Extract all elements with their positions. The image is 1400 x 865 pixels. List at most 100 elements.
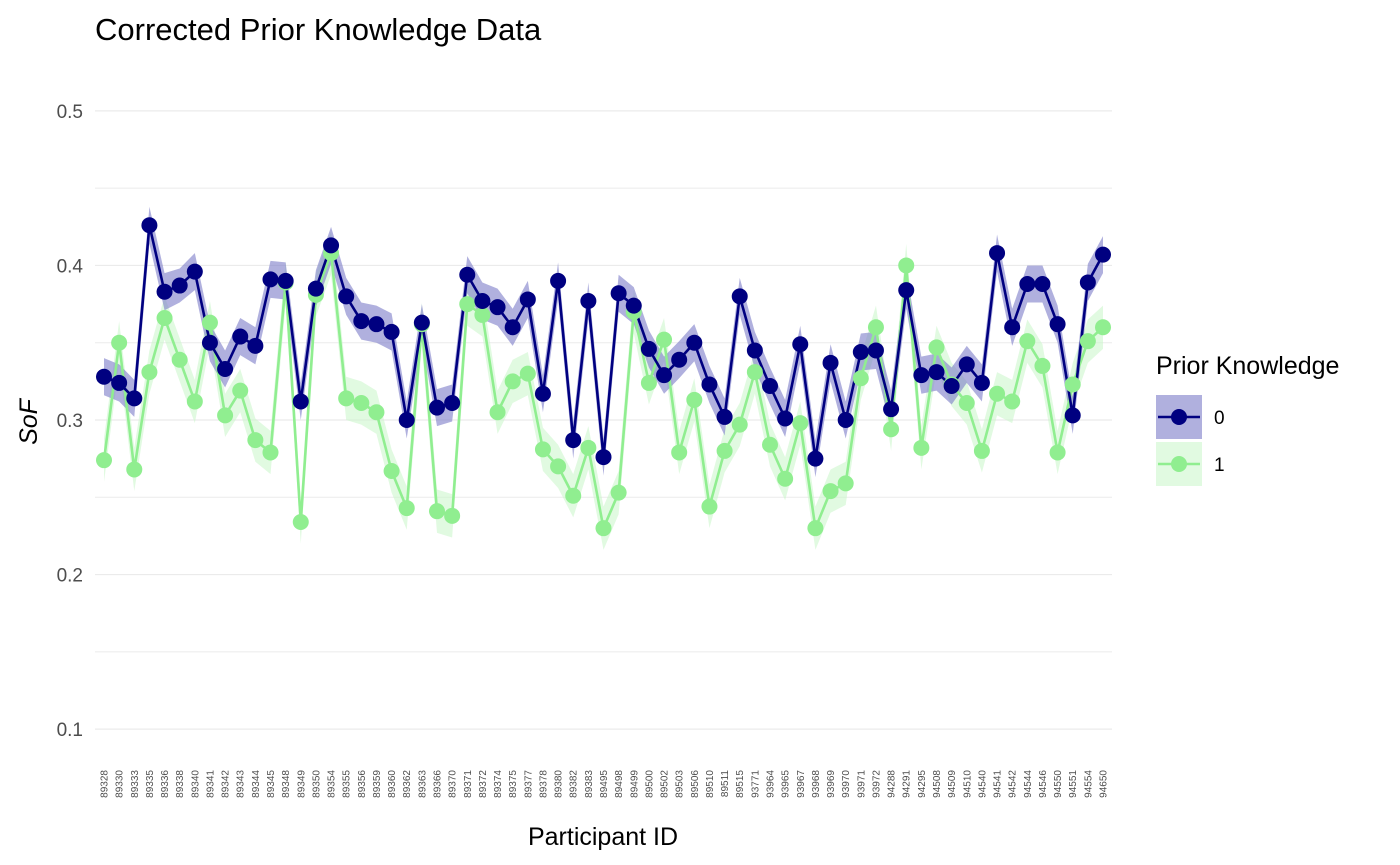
point-series-0 [1004,319,1021,336]
point-series-0 [353,313,370,330]
y-tick-label: 0.4 [57,256,84,277]
point-series-0 [928,364,945,381]
point-series-0 [156,283,173,300]
point-series-0 [217,361,234,377]
point-series-0 [958,356,975,373]
point-series-1 [550,458,567,475]
point-series-1 [126,461,143,478]
x-tick-label: 89370 [448,770,459,798]
x-tick-label: 94542 [1008,770,1019,798]
x-tick-label: 89349 [296,770,307,798]
point-series-0 [201,334,218,351]
point-series-0 [474,293,491,309]
point-series-1 [474,306,491,323]
point-series-1 [958,395,975,411]
x-tick-label: 89362 [402,770,413,798]
point-series-0 [459,266,476,283]
point-series-0 [141,217,158,234]
point-series-0 [1034,276,1051,292]
x-tick-label: 93964 [766,770,777,798]
point-series-0 [731,288,748,305]
point-series-0 [625,297,642,314]
point-series-1 [928,339,945,356]
x-tick-label: 94541 [993,770,1004,798]
point-series-0 [565,432,582,449]
point-series-1 [777,470,794,487]
point-series-1 [989,385,1006,402]
x-tick-label: 89511 [720,770,731,798]
point-series-0 [323,237,340,254]
point-series-1 [565,487,582,504]
point-series-0 [292,393,309,410]
legend-label: 0 [1214,408,1225,429]
point-series-1 [883,421,900,438]
x-tick-label: 93771 [750,770,761,798]
point-series-1 [837,475,854,492]
point-series-0 [429,399,445,416]
point-series-0 [504,319,521,336]
point-series-1 [186,393,203,410]
point-series-1 [686,391,703,408]
point-series-0 [171,277,188,294]
point-series-1 [353,395,370,411]
y-tick-label: 0.5 [57,102,83,123]
x-tick-label: 89333 [130,770,141,798]
point-series-0 [807,450,824,467]
x-tick-label: 89342 [221,770,232,798]
point-series-1 [898,257,915,274]
legend-key-point [1171,409,1187,425]
point-series-0 [701,376,718,393]
point-series-0 [186,263,203,280]
x-tick-label: 89372 [478,770,489,798]
point-series-0 [656,367,673,384]
point-series-0 [262,271,279,288]
point-series-0 [368,316,385,333]
x-tick-label: 89366 [433,770,444,798]
point-series-1 [444,507,461,524]
x-tick-label: 94508 [932,770,943,798]
x-tick-label: 89341 [205,770,216,798]
x-tick-label: 89354 [327,770,338,798]
x-tick-label: 89338 [175,770,186,798]
point-series-1 [1095,319,1111,336]
x-tick-label: 89377 [523,770,534,798]
point-series-1 [973,442,990,459]
point-series-1 [171,351,188,368]
point-series-1 [595,520,612,537]
y-tick-label: 0.2 [57,566,83,587]
point-series-0 [247,337,264,354]
x-tick-label: 89336 [160,770,171,798]
point-series-0 [686,334,703,351]
x-tick-label: 89348 [281,770,292,798]
x-tick-label: 89359 [372,770,383,798]
x-tick-label: 94288 [887,770,898,798]
x-tick-label: 89498 [614,770,625,798]
grid-lines [95,110,1112,730]
point-series-0 [640,340,657,357]
chart-title: Corrected Prior Knowledge Data [95,12,542,47]
point-series-0 [792,336,809,353]
point-series-1 [534,441,551,458]
point-series-1 [762,436,778,453]
point-series-0 [550,272,567,289]
x-tick-label: 89356 [357,770,368,798]
x-tick-label: 89510 [705,770,716,798]
point-series-1 [429,503,445,520]
x-tick-label: 89360 [387,770,398,798]
legend-key-point [1171,456,1187,472]
x-tick-label: 89371 [463,770,474,798]
point-series-0 [398,412,415,428]
point-series-1 [716,442,733,459]
x-tick-label: 89330 [115,770,126,798]
x-tick-label: 94540 [977,770,988,798]
point-series-0 [1049,316,1066,333]
point-series-0 [913,367,930,384]
point-series-1 [1019,333,1036,350]
point-series-1 [217,407,234,424]
point-series-0 [883,401,900,418]
point-series-0 [822,354,839,371]
x-tick-label: 93965 [781,770,792,798]
x-tick-label: 93972 [871,770,882,798]
x-tick-label: 89380 [554,770,565,798]
x-tick-label: 94291 [902,770,913,798]
